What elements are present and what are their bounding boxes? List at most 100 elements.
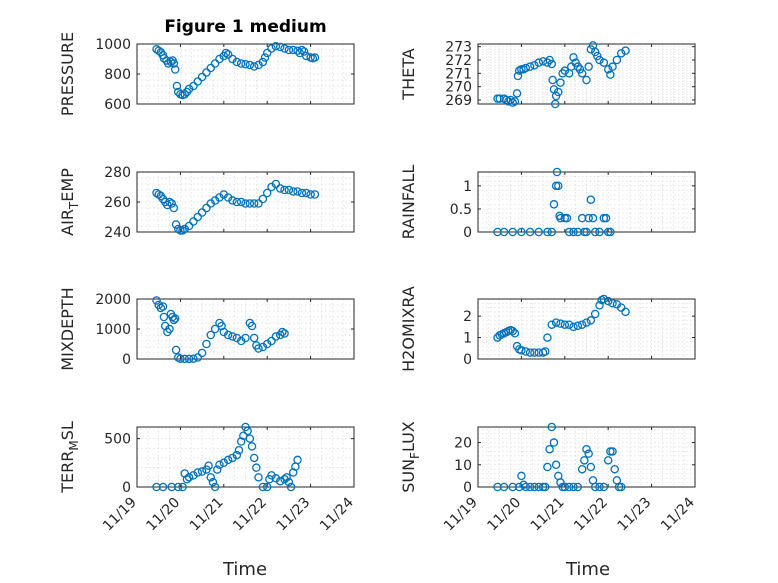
data-point [560, 320, 570, 329]
y-tick-label: 1 [463, 331, 472, 347]
data-point [554, 87, 563, 97]
y-tick-label: 2000 [95, 292, 131, 308]
data-point [556, 319, 565, 328]
y-tick-label: 280 [104, 165, 131, 181]
data-point [245, 60, 255, 70]
data-point [171, 345, 181, 355]
data-point [590, 482, 600, 492]
x-axis-label-left: Time [222, 559, 267, 580]
data-point [606, 227, 615, 237]
data-point [564, 320, 574, 329]
data-point [258, 194, 268, 204]
data-point [167, 482, 176, 492]
data-point [241, 333, 250, 343]
x-tick-label: 11/20 [484, 495, 524, 535]
data-point [534, 227, 544, 237]
data-point [260, 53, 270, 62]
data-point [241, 199, 250, 208]
subplot-1: 600 800 1000 PRESSURE Figure 1 medium [58, 17, 355, 116]
data-point [506, 95, 515, 105]
data-point [167, 199, 176, 208]
data-point [275, 476, 285, 486]
data-point [584, 62, 593, 71]
x-tick-label: 11/24 [317, 494, 357, 534]
data-point [236, 197, 246, 207]
data-point [206, 473, 216, 482]
data-point [603, 456, 613, 465]
y-tick-label: 800 [104, 67, 131, 83]
data-point [517, 471, 526, 481]
data-point [558, 69, 567, 78]
y-tick-label: 0 [122, 480, 131, 496]
data-point [156, 303, 166, 313]
data-point [169, 315, 179, 325]
data-point [606, 70, 615, 79]
data-point [297, 45, 307, 55]
y-tick-label: 2 [463, 309, 472, 325]
x-tick-label: 11/21 [187, 495, 227, 535]
data-point [249, 62, 259, 71]
data-point [208, 477, 218, 487]
data-point [288, 468, 298, 477]
data-point [521, 347, 530, 356]
data-point [236, 437, 246, 446]
data-point [236, 59, 246, 68]
data-point [202, 339, 211, 349]
data-point [293, 455, 302, 465]
data-point [595, 301, 604, 310]
data-point [514, 482, 524, 492]
data-point [228, 332, 237, 341]
data-point [588, 213, 598, 223]
data-point [599, 482, 609, 492]
x-tick-label: 11/24 [658, 494, 698, 534]
x-tick-label: 11/23 [615, 495, 655, 535]
data-point [223, 330, 233, 340]
data-point [601, 213, 611, 223]
y-tick-label: 269 [445, 93, 472, 109]
data-point [564, 482, 574, 492]
data-point [254, 344, 263, 353]
data-point [595, 227, 604, 237]
data-point [180, 90, 189, 99]
data-point [262, 482, 272, 492]
y-tick-label: 271 [445, 66, 472, 82]
data-point [608, 62, 617, 71]
data-point [582, 75, 591, 85]
data-point [282, 473, 291, 482]
data-point [556, 213, 565, 223]
plot-area [478, 172, 695, 232]
data-point [530, 482, 539, 492]
data-point [577, 69, 587, 78]
data-point [560, 66, 570, 75]
data-point [547, 59, 557, 69]
data-point [541, 347, 550, 356]
data-point [172, 81, 182, 91]
y-axis-label: AIRTEMP [58, 168, 81, 236]
data-point [204, 461, 213, 470]
data-point [525, 348, 535, 357]
data-point [521, 482, 530, 492]
data-point [608, 299, 617, 308]
y-axis-label: MIXDEPTH [58, 287, 77, 370]
data-point [599, 58, 609, 67]
data-point [493, 227, 502, 237]
data-point [245, 199, 255, 208]
data-point [508, 482, 517, 492]
x-tick-label: 11/19 [441, 495, 481, 535]
data-point [158, 482, 168, 492]
data-point [178, 226, 187, 235]
data-point [306, 190, 315, 199]
data-point [262, 188, 272, 198]
plot-area [478, 44, 695, 104]
data-point [534, 58, 544, 67]
data-point [213, 465, 222, 474]
data-point [621, 46, 630, 55]
data-point [590, 309, 600, 319]
y-axis-label: H2OMIXRA [399, 286, 418, 372]
data-point [202, 203, 211, 213]
subplot-title: Figure 1 medium [164, 17, 326, 37]
data-point [569, 482, 578, 492]
y-tick-label: 1000 [95, 37, 131, 53]
data-point [573, 227, 583, 237]
data-point [543, 462, 552, 472]
